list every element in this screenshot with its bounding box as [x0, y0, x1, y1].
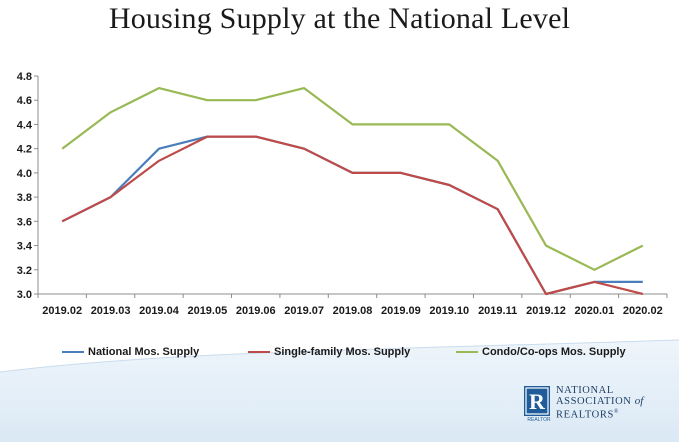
x-tick-label: 2019.09 [381, 305, 421, 317]
chart-title: Housing Supply at the National Level [108, 2, 571, 35]
nar-logo: R REALTOR NATIONAL ASSOCIATION of REALTO… [524, 384, 674, 430]
x-tick-label: 2020.02 [623, 305, 663, 317]
y-tick-label: 3.6 [17, 216, 32, 228]
y-tick-label: 3.0 [17, 289, 32, 301]
x-tick-label: 2019.03 [91, 305, 131, 317]
y-tick-label: 3.4 [17, 241, 33, 253]
x-tick-label: 2019.07 [284, 305, 324, 317]
series-line-1 [61, 135, 644, 296]
legend-swatch-condo [456, 351, 478, 353]
logo-of: of [634, 395, 644, 407]
y-axis-ticks: 4.8 4.6 4.4 4.2 4.0 3.8 3.6 3.4 3.2 3.0 [17, 71, 38, 301]
x-tick-label: 2019.08 [333, 305, 373, 317]
x-axis-ticks: 2019.02 2019.03 2019.04 2019.05 2019.06 2019.… [37, 294, 668, 317]
legend-item-national: National Mos. Supply [62, 346, 199, 358]
x-tick-label: 2019.12 [526, 305, 566, 317]
y-tick-label: 3.2 [17, 265, 32, 277]
series-lines [61, 86, 644, 296]
x-tick-label: 2019.05 [187, 305, 227, 317]
y-tick-label: 4.8 [17, 71, 32, 83]
y-tick-label: 4.4 [17, 119, 33, 131]
y-tick-label: 4.2 [17, 144, 32, 156]
legend-swatch-single-family [248, 351, 270, 353]
x-tick-label: 2019.10 [429, 305, 469, 317]
y-tick-label: 4.0 [17, 168, 32, 180]
legend-label-national: National Mos. Supply [88, 346, 200, 358]
logo-text: NATIONAL ASSOCIATION of REALTORS® [556, 385, 643, 421]
logo-line-2: ASSOCIATION of [556, 395, 644, 408]
series-line-2 [61, 86, 644, 271]
legend-label-condo: Condo/Co-ops Mos. Supply [482, 346, 626, 358]
x-tick-label: 2019.02 [42, 305, 82, 317]
legend-item-single-family: Single-family Mos. Supply [248, 346, 410, 358]
legend-item-condo: Condo/Co-ops Mos. Supply [456, 346, 626, 358]
logo-sub-text: REALTOR [527, 417, 551, 423]
logo-mark-letter: R [529, 389, 546, 414]
x-tick-label: 2020.01 [575, 305, 615, 317]
x-tick-label: 2019.11 [478, 305, 517, 317]
legend: National Mos. Supply Single-family Mos. … [62, 346, 662, 362]
chart-axes [37, 76, 667, 295]
logo-line-2-main: ASSOCIATION [556, 396, 632, 407]
y-tick-label: 3.8 [17, 192, 32, 204]
logo-line-3-main: REALTORS [556, 409, 614, 421]
legend-swatch-national [62, 351, 84, 353]
x-tick-label: 2019.04 [139, 305, 180, 317]
series-line-0 [61, 135, 643, 296]
legend-label-single-family: Single-family Mos. Supply [274, 346, 411, 358]
logo-line-1: NATIONAL [556, 385, 614, 396]
logo-line-3: REALTORS® [556, 409, 620, 421]
realtor-r-logo-icon: R [524, 386, 550, 416]
x-tick-label: 2019.06 [236, 305, 276, 317]
y-tick-label: 4.6 [17, 95, 32, 107]
